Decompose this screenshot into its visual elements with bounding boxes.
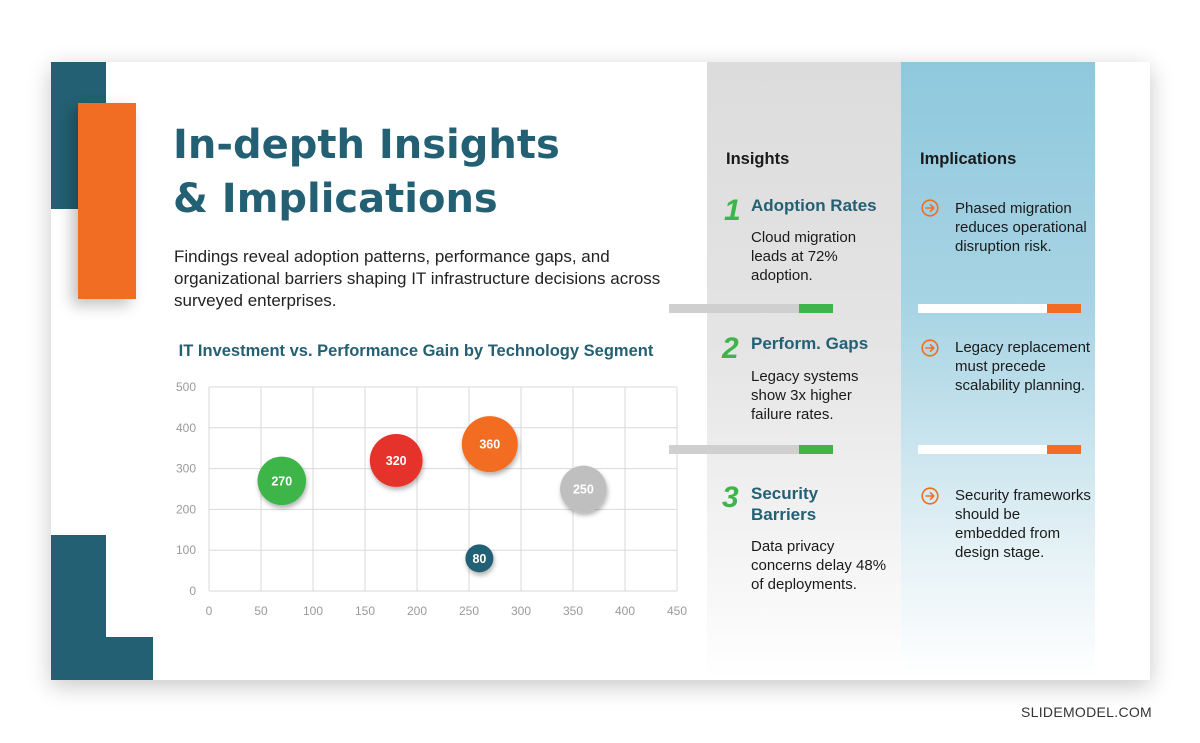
- x-tick-label: 300: [511, 604, 531, 618]
- implication-divider-2: [918, 445, 1081, 454]
- x-tick-label: 350: [563, 604, 583, 618]
- insight-title-2: Perform. Gaps: [751, 334, 869, 353]
- implication-divider-1: [918, 304, 1081, 313]
- insight-divider-2: [669, 445, 833, 454]
- y-tick-label: 500: [176, 380, 196, 394]
- implication-body-3: Security frameworks should be embedded f…: [955, 487, 1091, 561]
- bubble-label: 320: [386, 454, 407, 468]
- insight-number-1: 1: [724, 194, 741, 227]
- page-title: In-depth Insights & Implications: [173, 118, 693, 226]
- y-tick-label: 100: [176, 543, 196, 557]
- insight-title-3: Security Barriers: [751, 484, 819, 524]
- x-tick-label: 150: [355, 604, 375, 618]
- bubble-point: [257, 456, 307, 506]
- implication-body-1: Phased migration reduces operational dis…: [955, 200, 1087, 255]
- implication-body-2: Legacy replacement must precede scalabil…: [955, 339, 1091, 394]
- bubble-point: [461, 416, 518, 473]
- bubble-chart: 0 50 100 150 200 250 300 350 400 450 0 100 200 300 400…: [151, 372, 696, 627]
- insights-column: [707, 62, 901, 680]
- implications-header: Implications: [920, 150, 1017, 168]
- x-tick-label: 200: [407, 604, 427, 618]
- y-tick-label: 400: [176, 421, 196, 435]
- x-tick-label: 400: [615, 604, 635, 618]
- chart-title: IT Investment vs. Performance Gain by Te…: [178, 342, 654, 360]
- insight-body-1: Cloud migration leads at 72% adoption.: [751, 229, 857, 284]
- x-tick-label: 250: [459, 604, 479, 618]
- y-tick-label: 0: [189, 584, 196, 598]
- bubble-label: 360: [479, 438, 500, 452]
- brand-watermark: SLIDEMODEL.COM: [1021, 704, 1152, 720]
- x-tick-label: 0: [206, 604, 213, 618]
- x-tick-label: 100: [303, 604, 323, 618]
- insight-title-1: Adoption Rates: [751, 196, 877, 215]
- insight-body-3: Data privacy concerns delay 48% of deplo…: [751, 538, 887, 593]
- implications-column: [901, 62, 1095, 680]
- bubble-label: 270: [271, 474, 292, 488]
- insight-number-2: 2: [722, 332, 739, 365]
- bubble-label: 80: [472, 552, 486, 566]
- bubble-point: [369, 434, 423, 487]
- arrow-right-circle-icon: [921, 339, 939, 357]
- arrow-right-circle-icon: [921, 487, 939, 505]
- title-line-2: & Implications: [173, 176, 498, 222]
- x-tick-label: 450: [667, 604, 687, 618]
- insight-divider-1: [669, 304, 833, 313]
- subtitle: Findings reveal adoption patterns, perfo…: [174, 247, 661, 310]
- x-tick-label: 50: [254, 604, 268, 618]
- y-tick-label: 300: [176, 462, 196, 476]
- chart-svg: 0 50 100 150 200 250 300 350 400 450 0 100 200 300 400…: [176, 380, 687, 618]
- bubble-point: [465, 544, 494, 573]
- arrow-right-circle-icon: [921, 199, 939, 217]
- bubble-point: [560, 465, 607, 513]
- bubble-label: 250: [573, 483, 594, 497]
- decor-teal-block-bottom-foot: [51, 637, 153, 680]
- y-tick-label: 200: [176, 502, 196, 516]
- decor-orange-block: [78, 103, 136, 299]
- insight-number-3: 3: [722, 481, 739, 514]
- insights-header: Insights: [726, 150, 790, 168]
- insight-body-2: Legacy systems show 3x higher failure ra…: [751, 368, 859, 423]
- title-line-1: In-depth Insights: [173, 122, 560, 168]
